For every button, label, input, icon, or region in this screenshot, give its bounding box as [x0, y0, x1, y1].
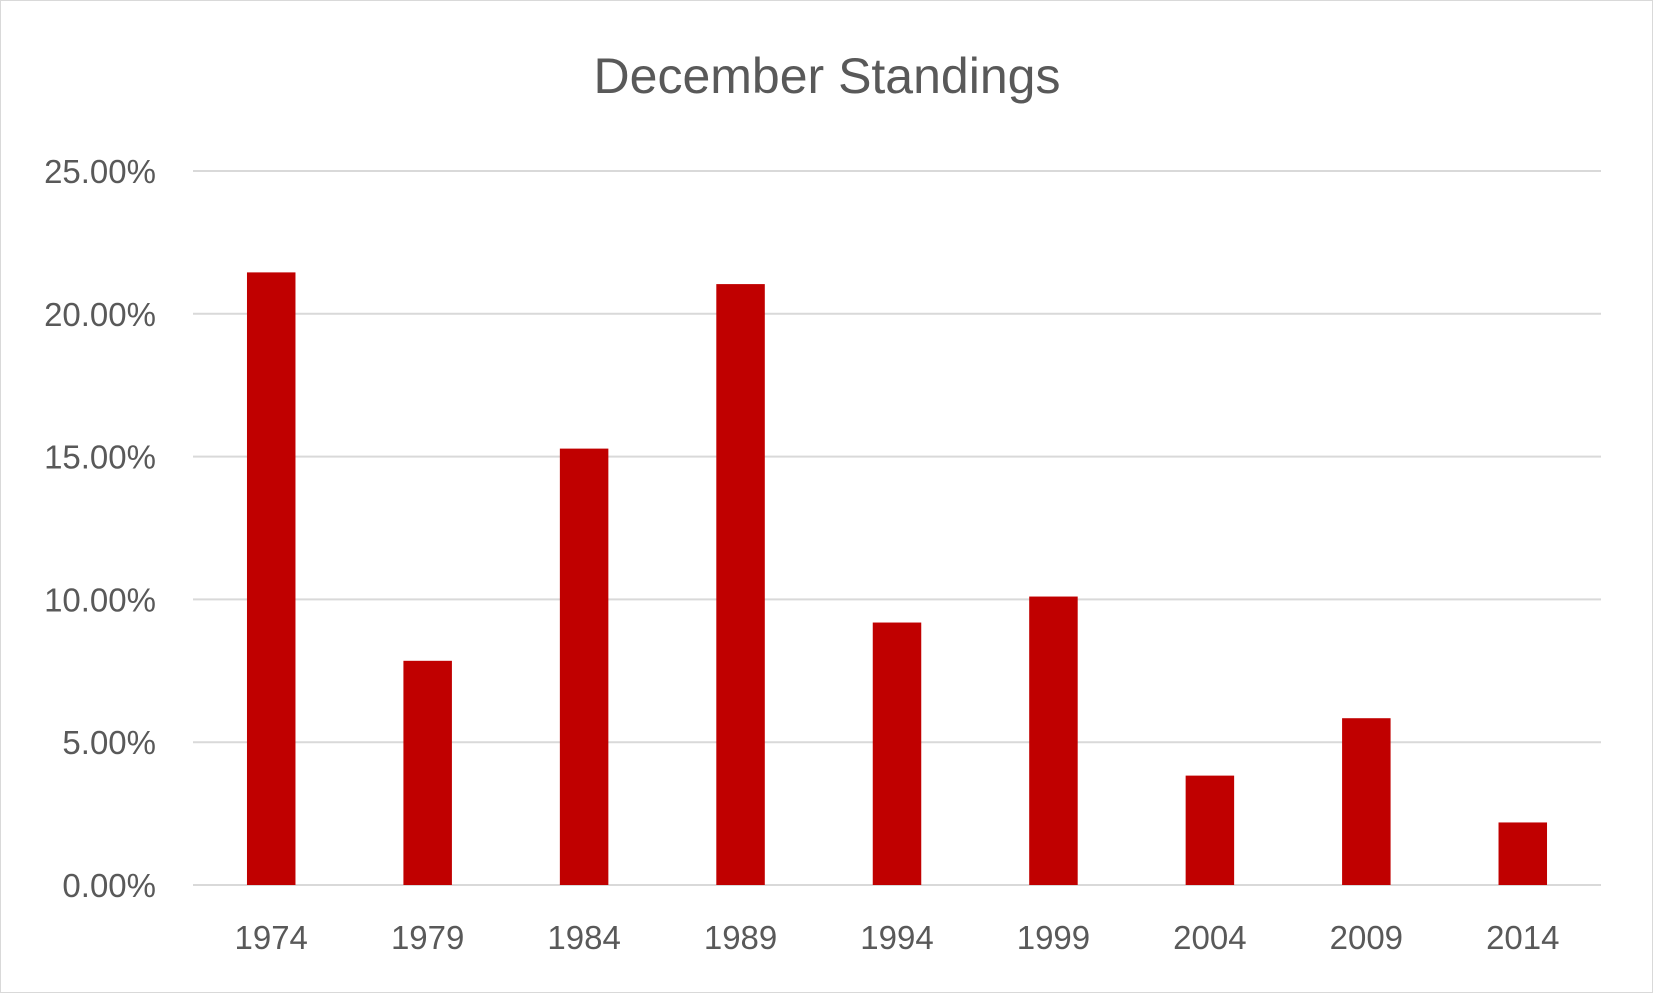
y-axis-tick-labels: 0.00% 5.00% 10.00% 15.00% 20.00% 25.00% [44, 153, 156, 904]
bar-2014 [1498, 822, 1548, 885]
bar-1994 [872, 622, 922, 885]
x-tick-label: 1989 [704, 919, 777, 956]
x-tick-label: 2014 [1486, 919, 1559, 956]
y-tick-label: 0.00% [62, 867, 156, 904]
x-axis-tick-labels: 1974 1979 1984 1989 1994 1999 2004 2009 2014 [235, 919, 1560, 956]
y-tick-label: 10.00% [44, 581, 156, 618]
bar-2009 [1342, 718, 1391, 885]
x-tick-label: 1999 [1017, 919, 1090, 956]
bar-1979 [403, 660, 452, 885]
bar-1989 [716, 284, 765, 885]
bar-1999 [1029, 596, 1078, 885]
chart-title: December Standings [594, 48, 1061, 104]
y-tick-label: 15.00% [44, 439, 156, 476]
bars [246, 272, 1548, 885]
bar-1984 [559, 448, 609, 885]
bar-2004 [1185, 775, 1235, 885]
y-tick-label: 25.00% [44, 153, 156, 190]
x-tick-label: 2004 [1173, 919, 1246, 956]
x-tick-label: 1994 [860, 919, 933, 956]
x-tick-label: 2009 [1330, 919, 1403, 956]
y-tick-label: 20.00% [44, 296, 156, 333]
bar-1974 [246, 272, 296, 885]
x-tick-label: 1979 [391, 919, 464, 956]
x-tick-label: 1984 [547, 919, 620, 956]
y-tick-label: 5.00% [62, 724, 156, 761]
x-tick-label: 1974 [235, 919, 308, 956]
